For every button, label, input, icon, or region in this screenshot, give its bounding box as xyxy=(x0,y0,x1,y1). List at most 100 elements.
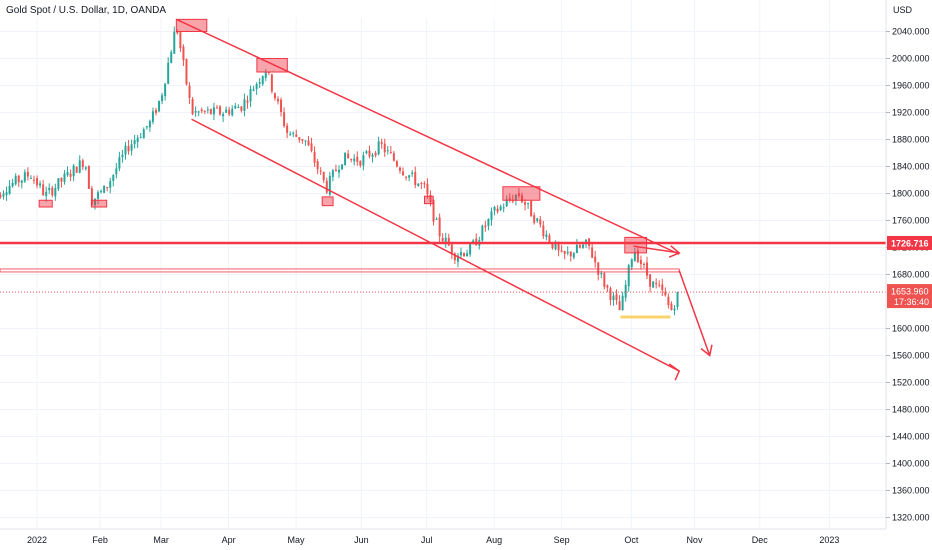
candle-body xyxy=(200,109,203,112)
candle-body xyxy=(127,145,130,152)
x-tick-label: Jun xyxy=(354,535,369,545)
channel-upper-line[interactable] xyxy=(176,18,680,255)
supply-zone-box[interactable] xyxy=(424,195,434,205)
candle-body xyxy=(325,180,328,193)
candle-body xyxy=(615,294,618,301)
candle-body xyxy=(466,253,469,257)
candle-body xyxy=(649,274,652,287)
supply-zone-box[interactable] xyxy=(90,199,108,208)
candle-body xyxy=(267,72,270,74)
candle-body xyxy=(383,143,386,153)
candle-body xyxy=(371,154,374,157)
candle-body xyxy=(405,176,408,178)
candle-body xyxy=(633,252,636,262)
y-tick-label: 1840.000 xyxy=(892,162,930,172)
candle-body xyxy=(380,142,383,144)
candle-body xyxy=(54,187,57,197)
candle-body xyxy=(219,106,222,115)
channel-arrowhead xyxy=(668,363,681,381)
candle-body xyxy=(432,200,435,222)
projection-arrow-line[interactable] xyxy=(633,245,680,254)
candle-body xyxy=(591,247,594,258)
candle-body xyxy=(524,202,527,205)
candle-body xyxy=(36,178,39,186)
candle-body xyxy=(661,284,664,291)
candle-body xyxy=(42,184,45,196)
x-tick-label: 2023 xyxy=(819,535,839,545)
candle-body xyxy=(542,225,545,236)
candle-body xyxy=(270,74,273,92)
candle-body xyxy=(560,250,563,252)
x-tick-label: Sep xyxy=(554,535,570,545)
candle-body xyxy=(487,218,490,226)
y-tick-label: 2000.000 xyxy=(892,54,930,64)
candle-body xyxy=(514,194,517,201)
candle-body xyxy=(185,58,188,85)
candle-body xyxy=(51,187,54,196)
candle-body xyxy=(347,153,350,159)
candle-body xyxy=(17,175,20,183)
trendline-drawings[interactable] xyxy=(0,18,886,381)
candle-body xyxy=(456,255,459,262)
y-tick-label: 1360.000 xyxy=(892,486,930,496)
candle-body xyxy=(243,99,246,111)
candle-body xyxy=(142,129,145,139)
candle-body xyxy=(377,141,380,155)
breakout-level-band[interactable] xyxy=(0,268,680,273)
y-tick-label: 1760.000 xyxy=(892,216,930,226)
candle-body xyxy=(289,133,292,135)
candle-body xyxy=(435,218,438,220)
candle-body xyxy=(557,243,560,251)
candle-body xyxy=(48,187,51,191)
candle-body xyxy=(237,107,240,109)
candle-body xyxy=(374,152,377,156)
candle-body xyxy=(148,121,151,128)
candle-body xyxy=(11,182,14,187)
candle-body xyxy=(121,154,124,158)
candle-body xyxy=(63,173,66,182)
channel-lower-line[interactable] xyxy=(191,118,680,372)
supply-zone-box[interactable] xyxy=(256,58,288,73)
supply-zone-box[interactable] xyxy=(38,199,53,208)
support-highlight[interactable] xyxy=(620,315,671,319)
y-tick-label: 2040.000 xyxy=(892,27,930,37)
candle-body xyxy=(191,98,194,115)
candle-body xyxy=(353,158,356,162)
supply-zone-box[interactable] xyxy=(502,186,541,201)
supply-zone-box[interactable] xyxy=(624,236,648,254)
candle-body xyxy=(188,85,191,99)
candle-body xyxy=(115,168,118,175)
candle-body xyxy=(420,183,423,185)
projection-arrow-line[interactable] xyxy=(678,270,711,356)
projection-arrowhead xyxy=(668,245,681,258)
candle-body xyxy=(301,139,304,141)
candle-body xyxy=(93,198,96,205)
price-axis[interactable]: USD 2040.000 2000.000 1960.000 1920.000 1880… xyxy=(885,0,932,550)
bar-countdown-label: 17:36:40 xyxy=(894,297,929,307)
candle-body xyxy=(664,291,667,296)
candle-body xyxy=(154,109,157,113)
candle-body xyxy=(161,95,164,102)
candle-body xyxy=(365,151,368,154)
candle-body xyxy=(392,153,395,161)
time-axis[interactable]: 2022 Feb Mar Apr May Jun Jul Aug Sep Oct Nov Dec 202… xyxy=(0,528,886,550)
candle-body xyxy=(112,174,115,181)
candle-body xyxy=(313,151,316,163)
candle-body xyxy=(176,31,179,34)
supply-zone-box[interactable] xyxy=(321,196,334,207)
candle-body xyxy=(20,180,23,183)
candle-body xyxy=(316,161,319,170)
candle-body xyxy=(14,175,17,185)
candle-body xyxy=(234,105,237,109)
candle-body xyxy=(258,82,261,84)
candle-body xyxy=(222,113,225,117)
candle-body xyxy=(322,172,325,181)
candle-body xyxy=(423,183,426,185)
candle-body xyxy=(618,301,621,311)
candle-body xyxy=(283,112,286,127)
candle-body xyxy=(81,160,84,168)
y-tick-label: 1320.000 xyxy=(892,513,930,523)
candle-body xyxy=(603,273,606,287)
